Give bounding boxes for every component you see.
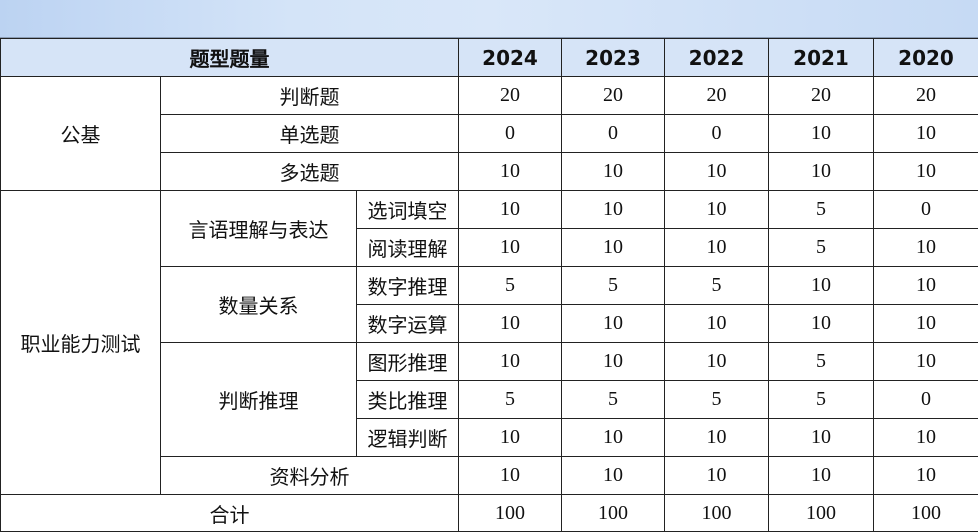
total-value: 100 — [459, 495, 562, 532]
value-cell: 5 — [665, 381, 769, 419]
value-cell: 5 — [769, 229, 874, 267]
item-cell: 阅读理解 — [357, 229, 459, 267]
value-cell: 10 — [665, 153, 769, 191]
value-cell: 10 — [459, 457, 562, 495]
total-value: 100 — [665, 495, 769, 532]
table-row: 公基 判断题 20 20 20 20 20 — [1, 77, 978, 115]
question-count-table: 题型题量 2024 2023 2022 2021 2020 公基 判断题 20 … — [0, 38, 978, 532]
table-row: 职业能力测试 言语理解与表达 选词填空 10 10 10 5 0 — [1, 191, 978, 229]
value-cell: 10 — [874, 343, 978, 381]
value-cell: 5 — [665, 267, 769, 305]
value-cell: 10 — [562, 305, 665, 343]
value-cell: 10 — [874, 267, 978, 305]
subcategory-cell: 判断推理 — [161, 343, 357, 457]
year-header: 2021 — [769, 39, 874, 77]
value-cell: 10 — [874, 305, 978, 343]
subcategory-cell: 多选题 — [161, 153, 459, 191]
year-header: 2020 — [874, 39, 978, 77]
value-cell: 10 — [562, 191, 665, 229]
value-cell: 10 — [665, 419, 769, 457]
value-cell: 10 — [562, 457, 665, 495]
value-cell: 10 — [459, 305, 562, 343]
value-cell: 5 — [459, 381, 562, 419]
value-cell: 10 — [874, 115, 978, 153]
top-banner — [0, 0, 978, 38]
value-cell: 10 — [459, 153, 562, 191]
value-cell: 10 — [769, 457, 874, 495]
item-cell: 数字运算 — [357, 305, 459, 343]
total-value: 100 — [874, 495, 978, 532]
item-cell: 图形推理 — [357, 343, 459, 381]
value-cell: 10 — [562, 229, 665, 267]
value-cell: 10 — [769, 419, 874, 457]
category-cell: 职业能力测试 — [1, 191, 161, 495]
subcategory-cell: 言语理解与表达 — [161, 191, 357, 267]
header-label: 题型题量 — [1, 39, 459, 77]
value-cell: 10 — [665, 229, 769, 267]
year-header: 2022 — [665, 39, 769, 77]
value-cell: 10 — [562, 153, 665, 191]
total-label: 合计 — [1, 495, 459, 532]
total-value: 100 — [769, 495, 874, 532]
value-cell: 0 — [874, 381, 978, 419]
value-cell: 10 — [459, 229, 562, 267]
value-cell: 10 — [769, 267, 874, 305]
value-cell: 5 — [562, 381, 665, 419]
item-cell: 数字推理 — [357, 267, 459, 305]
year-header: 2023 — [562, 39, 665, 77]
value-cell: 20 — [769, 77, 874, 115]
value-cell: 10 — [874, 419, 978, 457]
value-cell: 20 — [665, 77, 769, 115]
value-cell: 10 — [459, 191, 562, 229]
value-cell: 10 — [562, 343, 665, 381]
value-cell: 0 — [665, 115, 769, 153]
total-value: 100 — [562, 495, 665, 532]
value-cell: 10 — [459, 343, 562, 381]
value-cell: 0 — [562, 115, 665, 153]
value-cell: 10 — [874, 457, 978, 495]
value-cell: 20 — [874, 77, 978, 115]
value-cell: 10 — [665, 343, 769, 381]
value-cell: 20 — [459, 77, 562, 115]
value-cell: 10 — [665, 305, 769, 343]
subcategory-cell: 资料分析 — [161, 457, 459, 495]
value-cell: 0 — [459, 115, 562, 153]
value-cell: 10 — [874, 153, 978, 191]
value-cell: 10 — [769, 153, 874, 191]
value-cell: 10 — [769, 115, 874, 153]
value-cell: 5 — [769, 191, 874, 229]
value-cell: 10 — [459, 419, 562, 457]
value-cell: 10 — [769, 305, 874, 343]
value-cell: 10 — [874, 229, 978, 267]
subcategory-cell: 数量关系 — [161, 267, 357, 343]
item-cell: 类比推理 — [357, 381, 459, 419]
total-row: 合计 100 100 100 100 100 — [1, 495, 978, 532]
header-row: 题型题量 2024 2023 2022 2021 2020 — [1, 39, 978, 77]
value-cell: 5 — [769, 343, 874, 381]
value-cell: 5 — [769, 381, 874, 419]
category-cell: 公基 — [1, 77, 161, 191]
value-cell: 5 — [459, 267, 562, 305]
subcategory-cell: 单选题 — [161, 115, 459, 153]
year-header: 2024 — [459, 39, 562, 77]
item-cell: 逻辑判断 — [357, 419, 459, 457]
item-cell: 选词填空 — [357, 191, 459, 229]
value-cell: 0 — [874, 191, 978, 229]
value-cell: 5 — [562, 267, 665, 305]
subcategory-cell: 判断题 — [161, 77, 459, 115]
value-cell: 10 — [665, 457, 769, 495]
value-cell: 10 — [562, 419, 665, 457]
value-cell: 20 — [562, 77, 665, 115]
value-cell: 10 — [665, 191, 769, 229]
